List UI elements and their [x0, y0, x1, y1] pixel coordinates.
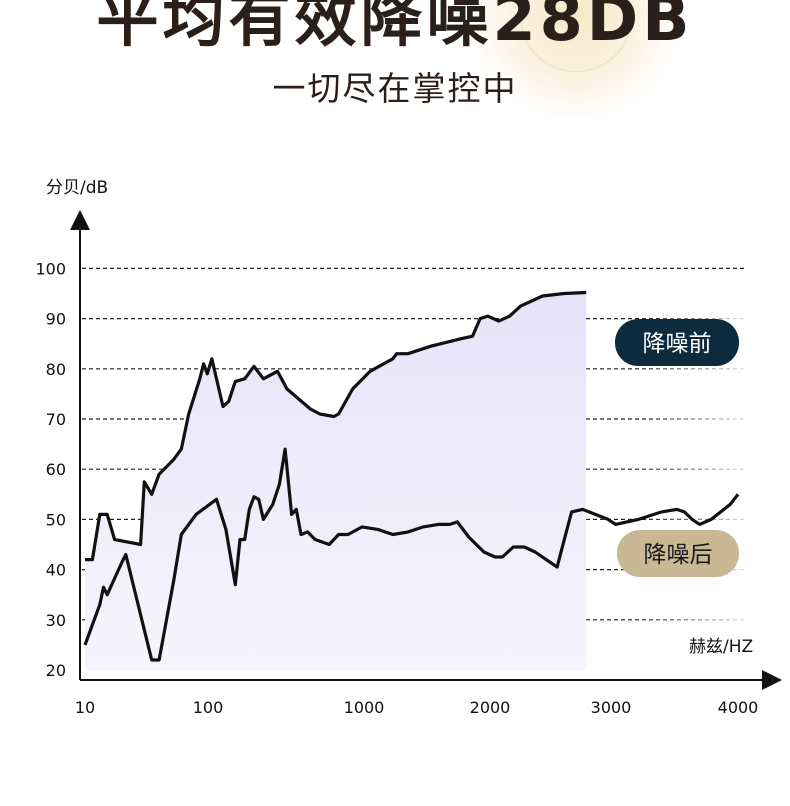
x-tick-label-10: 10 — [75, 698, 95, 717]
page-subtitle: 一切尽在掌控中 — [272, 69, 518, 108]
x-axis-title: 赫兹/HZ — [689, 637, 753, 657]
y-tick-label-70: 70 — [46, 410, 66, 429]
x-tick-labels: 10 100 1000 2000 3000 4000 — [75, 698, 759, 717]
legend-before: 降噪前 — [615, 319, 739, 366]
x-tick-label-1000: 1000 — [344, 698, 385, 717]
legend-before-label: 降噪前 — [643, 331, 712, 357]
legend-after-badge — [617, 530, 739, 577]
y-tick-label-90: 90 — [46, 310, 66, 329]
series-line-before — [85, 290, 587, 562]
legend-before-badge — [615, 319, 739, 366]
legend-after: 降噪后 — [617, 530, 739, 577]
y-tick-label-50: 50 — [46, 510, 66, 529]
legend-after-label: 降噪后 — [644, 542, 713, 568]
x-tick-label-100: 100 — [193, 698, 224, 717]
y-tick-label-40: 40 — [46, 561, 66, 580]
x-tick-label-4000: 4000 — [718, 698, 759, 717]
y-tick-label-30: 30 — [46, 611, 66, 630]
y-tick-label-80: 80 — [46, 360, 66, 379]
series-line-after — [83, 447, 740, 662]
y-tick-labels: 20 30 40 50 60 70 80 90 100 — [35, 259, 66, 680]
y-axis-title: 分贝/dB — [46, 178, 108, 198]
y-tick-label-20: 20 — [46, 661, 66, 680]
x-tick-label-3000: 3000 — [591, 698, 632, 717]
area-before-fill — [85, 292, 587, 670]
x-tick-label-2000: 2000 — [470, 698, 511, 717]
y-tick-label-60: 60 — [46, 460, 66, 479]
page-title: 平均有效降噪28DB — [96, 0, 694, 55]
y-tick-label-100: 100 — [35, 259, 66, 278]
